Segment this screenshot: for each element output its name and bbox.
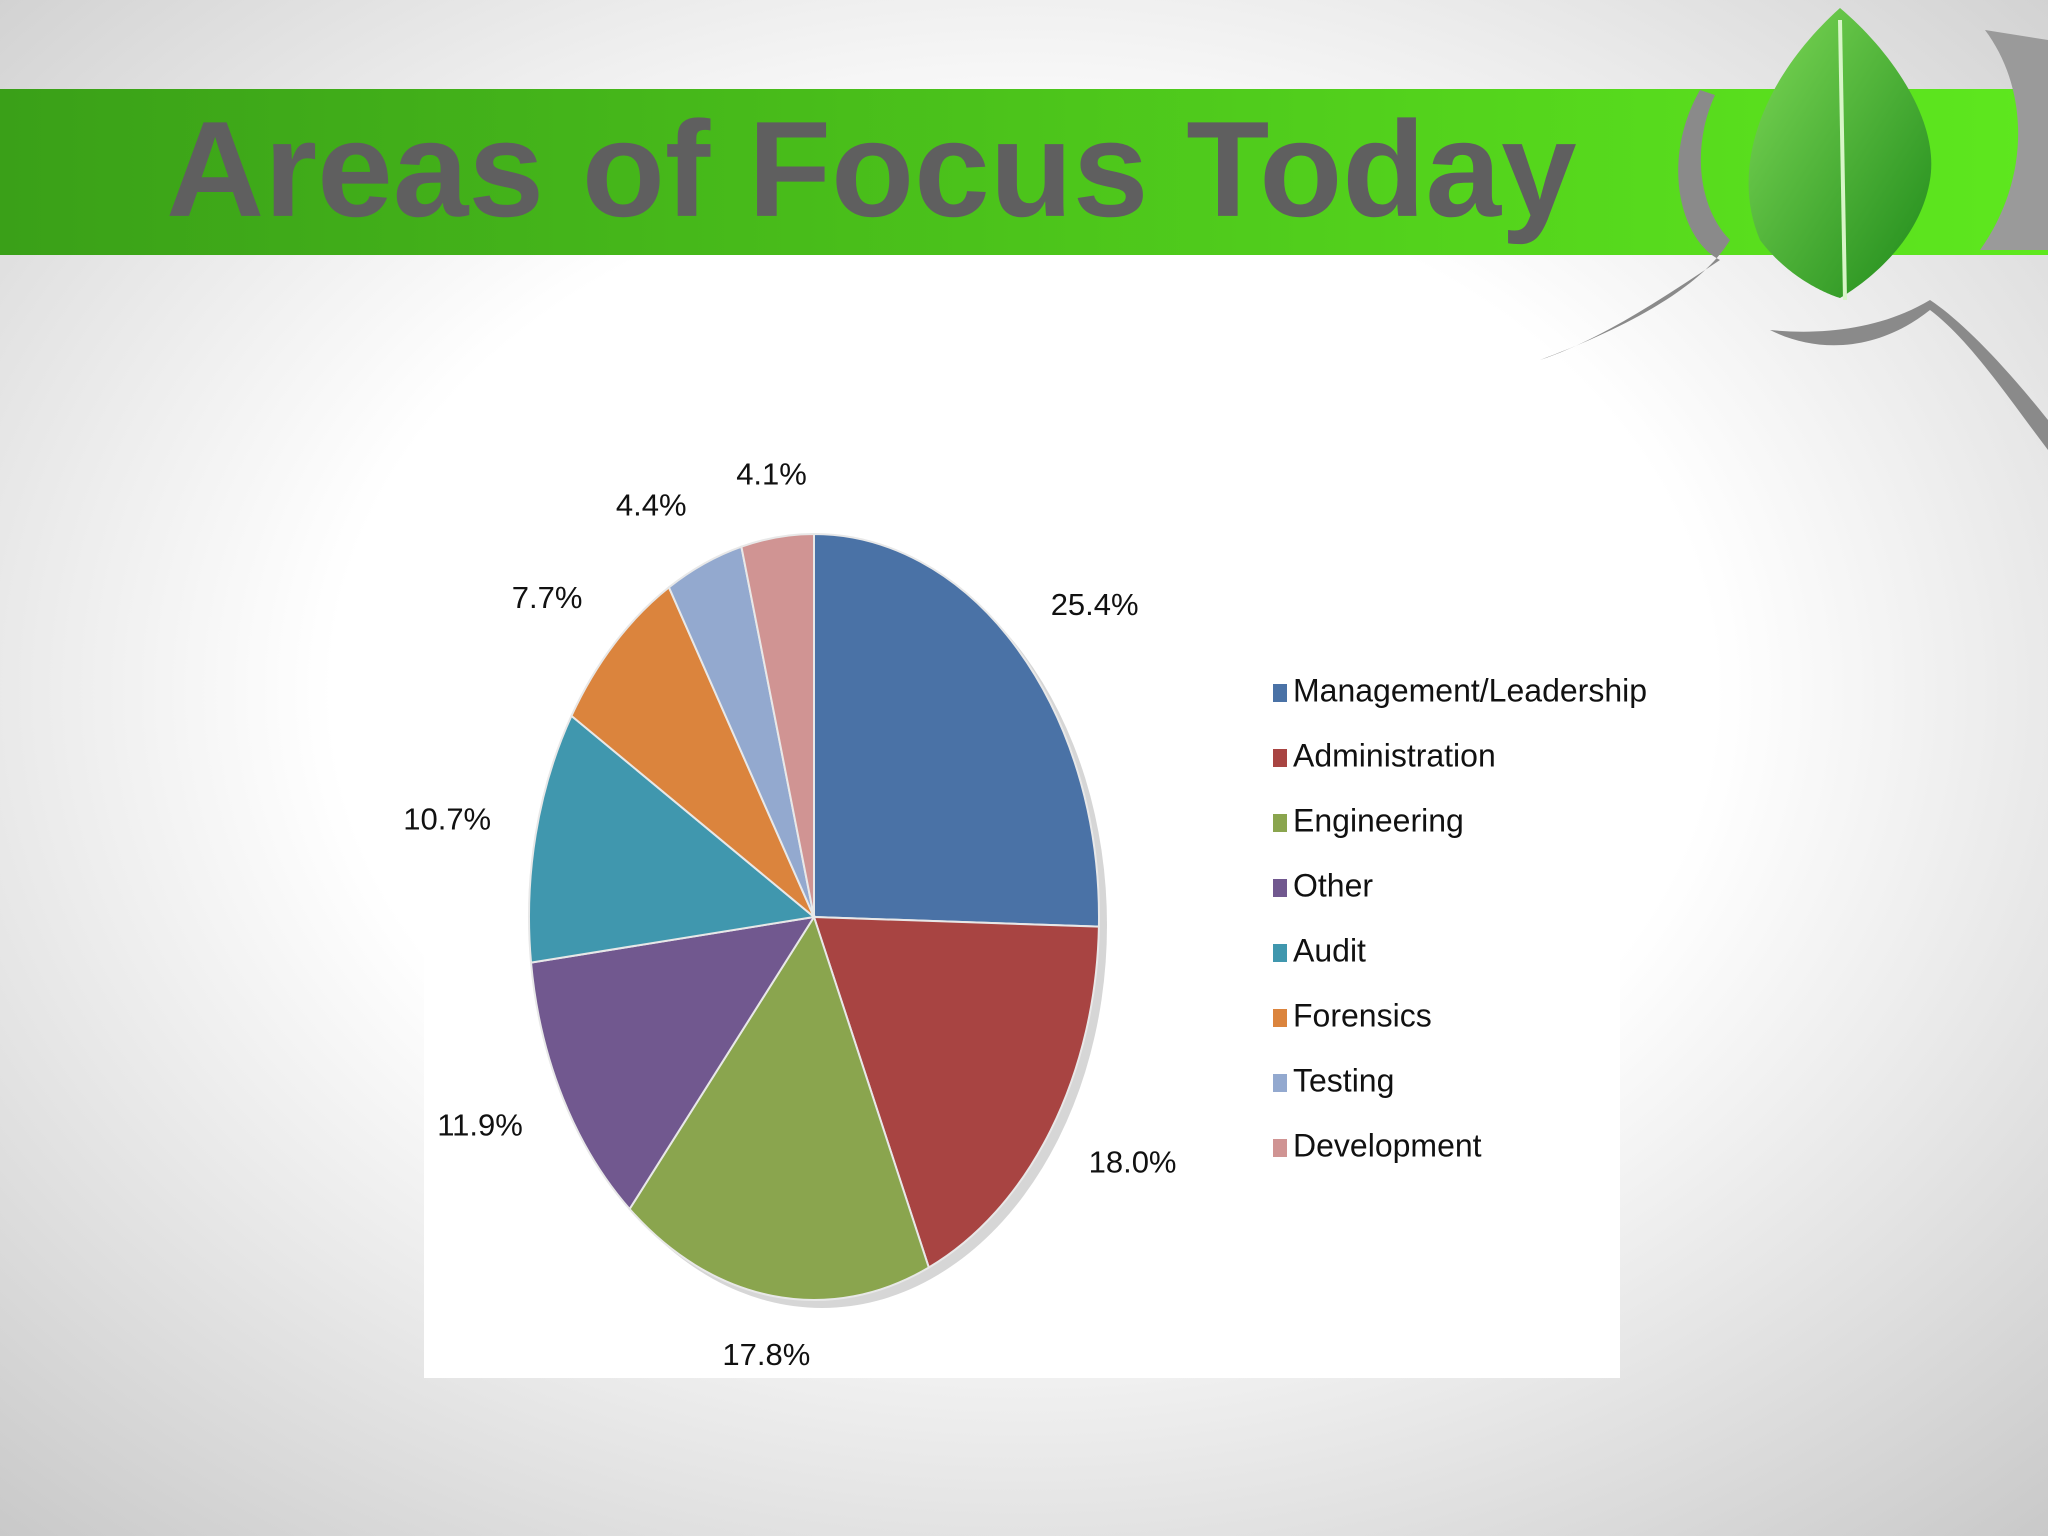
legend-label: Development <box>1293 1127 1482 1163</box>
legend-swatch <box>1273 814 1287 832</box>
data-label: 4.1% <box>736 457 807 492</box>
data-label: 10.7% <box>403 802 491 837</box>
chart-title: Areas of Focus Today <box>166 93 1577 245</box>
legend-label: Testing <box>1293 1062 1394 1098</box>
legend-label: Forensics <box>1293 997 1432 1033</box>
legend-swatch <box>1273 879 1287 897</box>
legend-swatch <box>1273 1074 1287 1092</box>
legend-label: Audit <box>1293 932 1366 968</box>
legend-swatch <box>1273 749 1287 767</box>
legend-label: Management/Leadership <box>1293 672 1647 708</box>
pie-slice <box>812 915 1100 1270</box>
legend-swatch <box>1273 1009 1287 1027</box>
legend-swatch <box>1273 944 1287 962</box>
legend-swatch <box>1273 1139 1287 1157</box>
data-label: 25.4% <box>1051 587 1139 622</box>
data-label: 17.8% <box>722 1337 810 1372</box>
data-label: 11.9% <box>437 1108 523 1143</box>
pie-slice <box>813 532 1100 928</box>
data-label: 7.7% <box>512 580 583 615</box>
pie-slice <box>529 915 817 1211</box>
pie-slice <box>528 714 817 964</box>
pie-slice <box>740 532 815 918</box>
pie-slice <box>570 585 815 918</box>
data-label: 4.4% <box>616 487 687 522</box>
legend-label: Other <box>1293 867 1373 903</box>
pie-chart: 25.4% 18.0% 17.8% 11.9% 10.7% 7.7% 4.4% 4.1% Man… <box>403 457 1647 1372</box>
legend-swatch <box>1273 684 1287 702</box>
pie-slice <box>628 914 931 1302</box>
legend-label: Administration <box>1293 737 1496 773</box>
legend-label: Engineering <box>1293 802 1464 838</box>
data-label: 18.0% <box>1089 1145 1177 1180</box>
leaf-decoration <box>1540 8 2048 450</box>
